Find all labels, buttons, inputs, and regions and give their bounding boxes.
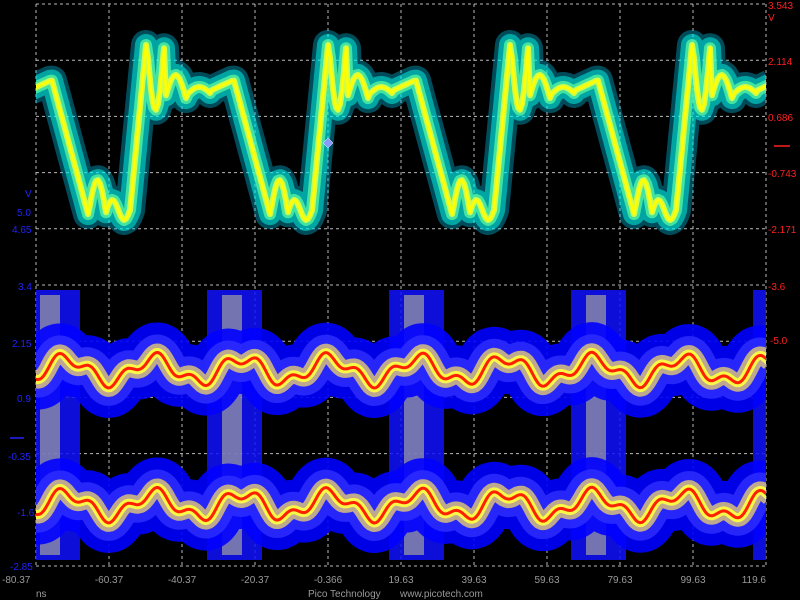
left-axis-tick: -2.85 bbox=[10, 562, 33, 573]
right-axis: 3.543 V 2.114 0.686 -0.743 -2.171 -3.6 -… bbox=[768, 1, 797, 347]
right-axis-tick: 3.543 bbox=[768, 1, 793, 12]
channel-b-transition-core bbox=[768, 295, 788, 555]
channel-b-upper-trace bbox=[36, 350, 766, 390]
left-axis-tick: -1.6 bbox=[17, 508, 35, 519]
time-axis-tick: -60.37 bbox=[95, 575, 124, 586]
left-axis: V 5.0 4.65 3.4 2.15 0.9 -0.35 -1.6 -2.85 bbox=[8, 189, 35, 573]
left-axis-tick: 3.4 bbox=[18, 282, 32, 293]
channel-b-persistence bbox=[36, 290, 788, 560]
left-axis-upper-label: 4.65 bbox=[12, 225, 32, 236]
channel-a-trace bbox=[36, 43, 766, 222]
time-axis-tick: -20.37 bbox=[241, 575, 270, 586]
time-axis-tick: -0.366 bbox=[314, 575, 343, 586]
time-axis-tick: 99.63 bbox=[680, 575, 705, 586]
channel-a-persistence bbox=[36, 30, 766, 235]
left-axis-unit: V bbox=[25, 189, 32, 200]
time-axis: -80.37 -60.37 -40.37 -20.37 -0.366 19.63 39.63… bbox=[2, 575, 766, 586]
channel-b-lower-trace bbox=[36, 485, 766, 525]
footer-brand: Pico Technology bbox=[308, 589, 381, 600]
time-axis-tick: -80.37 bbox=[2, 575, 31, 586]
left-axis-upper-label: 5.0 bbox=[17, 208, 31, 219]
left-axis-tick: 2.15 bbox=[12, 339, 32, 350]
left-axis-tick: 0.9 bbox=[17, 394, 31, 405]
right-axis-tick: -0.743 bbox=[768, 169, 797, 180]
right-axis-tick: -2.171 bbox=[768, 225, 797, 236]
time-axis-tick: -40.37 bbox=[168, 575, 197, 586]
left-axis-tick: -0.35 bbox=[8, 452, 31, 463]
right-axis-extra-label: -5.0 bbox=[770, 336, 788, 347]
right-axis-tick: -3.6 bbox=[768, 282, 786, 293]
time-axis-tick: 119.6 bbox=[742, 575, 767, 586]
trigger-marker[interactable] bbox=[322, 137, 334, 149]
time-axis-tick: 19.63 bbox=[388, 575, 413, 586]
time-axis-unit: ns bbox=[36, 589, 47, 600]
time-axis-tick: 79.63 bbox=[607, 575, 632, 586]
right-axis-unit: V bbox=[768, 13, 775, 24]
time-axis-tick: 39.63 bbox=[461, 575, 486, 586]
time-axis-tick: 59.63 bbox=[534, 575, 559, 586]
right-axis-tick: 2.114 bbox=[768, 57, 793, 68]
footer-url[interactable]: www.picotech.com bbox=[399, 589, 483, 600]
right-axis-tick: 0.686 bbox=[768, 113, 793, 124]
